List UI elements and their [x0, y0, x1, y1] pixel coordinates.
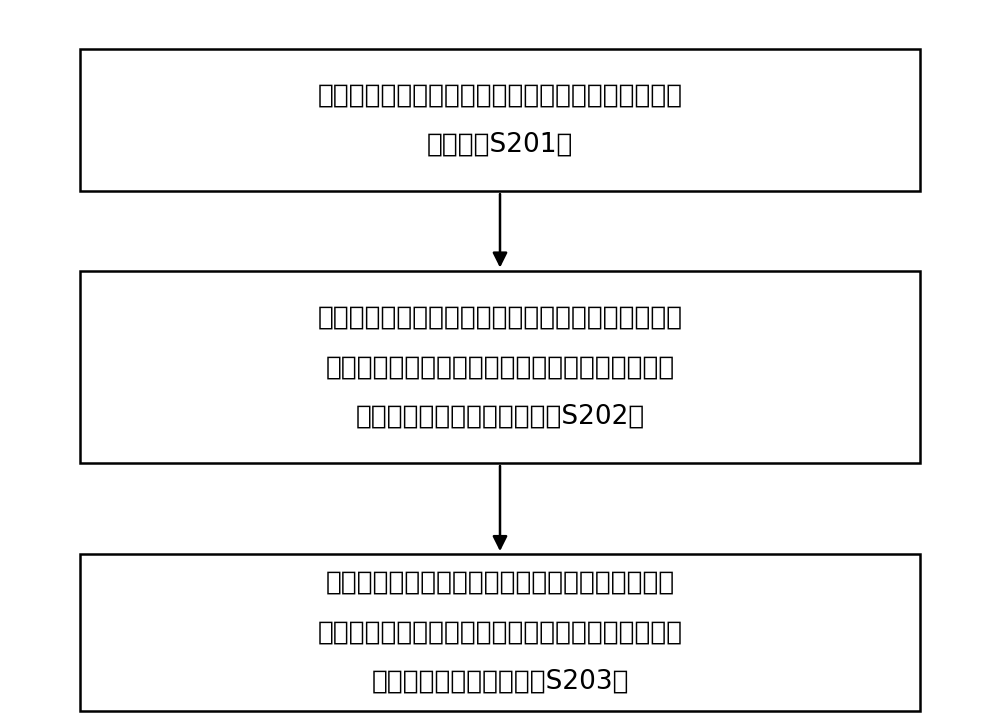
Bar [80, 554, 920, 711]
Text: 値作为：所述风力发电机组的振动信号在叶轮的一倍: 値作为：所述风力发电机组的振动信号在叶轮的一倍 [317, 619, 683, 646]
Text: 将在所述各个频段之中的第一特定频段下的能量幅: 将在所述各个频段之中的第一特定频段下的能量幅 [325, 570, 675, 596]
Text: 通过对所述风力发电机组的振动信号进行频谱分析，: 通过对所述风力发电机组的振动信号进行频谱分析， [317, 305, 683, 331]
Text: 内的各个频段下的能量幅値（S202）: 内的各个频段下的能量幅値（S202） [355, 403, 645, 430]
Bar [80, 271, 920, 464]
Text: 旋转频率下的能量幅値（S203）: 旋转频率下的能量幅値（S203） [371, 669, 629, 695]
Text: 基于获取的运行数据，确定叶轮的一倍旋转频率所属: 基于获取的运行数据，确定叶轮的一倍旋转频率所属 [317, 82, 683, 108]
Bar [80, 49, 920, 191]
Text: 得到所述风力发电机组的振动信号在预设频率范围: 得到所述风力发电机组的振动信号在预设频率范围 [325, 354, 675, 380]
Text: 的频段（S201）: 的频段（S201） [427, 132, 573, 158]
